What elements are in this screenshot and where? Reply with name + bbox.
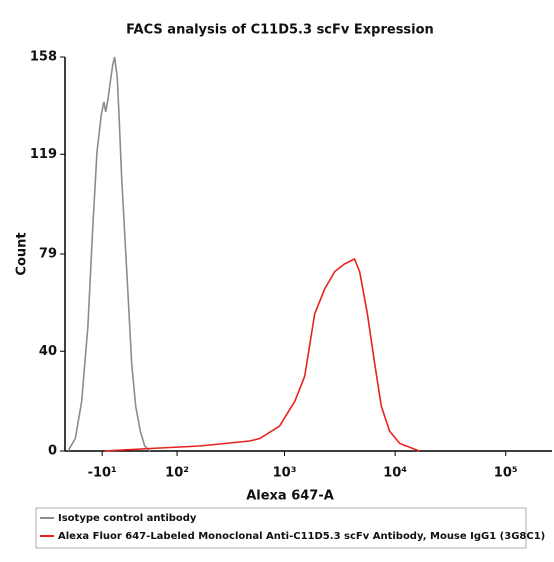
- y-tick-label: 79: [39, 247, 57, 262]
- x-tick-label: 10³: [273, 466, 297, 481]
- x-tick-label: 10²: [165, 466, 189, 481]
- y-tick-label: 40: [39, 344, 57, 359]
- chart-title: FACS analysis of C11D5.3 scFv Expression: [126, 23, 434, 38]
- x-tick-label: -10¹: [88, 466, 117, 481]
- series-line: [104, 257, 420, 452]
- x-tick-label: 10⁵: [494, 466, 518, 481]
- legend-label: Alexa Fluor 647-Labeled Monoclonal Anti-…: [58, 531, 545, 542]
- series-line: [67, 56, 151, 452]
- legend-label: Isotype control antibody: [58, 513, 197, 524]
- y-axis-label: Count: [15, 232, 30, 275]
- x-axis-label: Alexa 647-A: [246, 489, 334, 504]
- y-tick-label: 0: [48, 444, 57, 459]
- legend-box: [35, 507, 527, 549]
- y-tick-label: 119: [30, 147, 57, 162]
- y-tick-label: 158: [30, 50, 57, 65]
- x-tick-label: 10⁴: [383, 466, 407, 481]
